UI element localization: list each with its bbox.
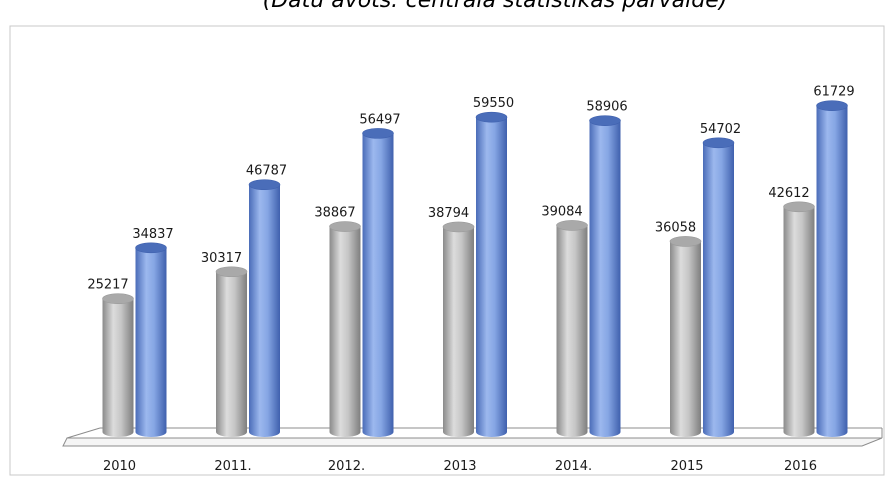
bar-body	[816, 105, 848, 437]
category-label-1: 2011.	[214, 459, 251, 474]
chart-frame	[9, 25, 885, 476]
bar-body	[670, 241, 701, 437]
bar-body	[329, 226, 361, 437]
chart-floor	[62, 437, 883, 447]
bar-top	[556, 220, 588, 231]
bar-top	[669, 236, 702, 247]
bar-s1-1	[248, 179, 281, 437]
bar-s1-0	[135, 242, 167, 437]
value-label-s0-4: 39084	[541, 204, 582, 219]
bar-top	[102, 293, 134, 305]
value-label-s1-3: 59550	[473, 96, 514, 111]
bar-top	[329, 221, 361, 232]
value-label-s0-2: 38867	[314, 206, 355, 221]
bar-body	[783, 206, 815, 437]
bar-s0-0	[102, 293, 134, 437]
value-label-s0-1: 30317	[201, 251, 242, 266]
category-label-6: 2016	[784, 459, 817, 474]
value-label-s0-3: 38794	[428, 206, 469, 221]
value-label-s1-5: 54702	[700, 122, 741, 137]
bar-body	[102, 298, 134, 437]
category-label-5: 2015	[670, 459, 703, 474]
category-label-0: 2010	[103, 459, 136, 474]
category-label-3: 2013	[443, 459, 476, 474]
bar-s1-3	[475, 111, 508, 437]
bar-s1-4	[589, 115, 621, 438]
value-label-s1-2: 56497	[359, 112, 400, 127]
bar-body	[589, 120, 621, 438]
chart-title: (Datu avots: centrālā statistikas pārval…	[262, 0, 728, 13]
bar-body	[362, 133, 394, 438]
bar-top	[135, 242, 167, 254]
bar-s0-6	[783, 201, 815, 437]
bar-body	[249, 184, 280, 437]
category-label-4: 2014.	[555, 459, 592, 474]
bar-top	[783, 201, 815, 213]
bar-body	[556, 225, 588, 437]
bar-top	[702, 137, 735, 149]
value-label-s1-6: 61729	[813, 85, 854, 100]
value-label-s1-4: 58906	[586, 100, 627, 115]
bar-top	[816, 100, 848, 112]
value-label-s1-1: 46787	[246, 164, 287, 179]
category-label-2: 2012.	[328, 459, 365, 474]
floor-left-edge	[66, 427, 101, 439]
bar-body	[216, 271, 247, 437]
bar-body	[703, 142, 734, 438]
bar-s1-5	[702, 137, 735, 438]
category-labels-group: 2010 2011. 2012. 2013 2014. 2015 2016	[103, 459, 817, 474]
bar-s0-4	[556, 220, 588, 437]
bar-top	[589, 115, 621, 126]
bar-top	[362, 128, 394, 139]
bar-top	[215, 266, 248, 278]
bar-body	[135, 247, 167, 437]
bar-top	[442, 221, 475, 233]
value-label-s0-0: 25217	[87, 278, 128, 293]
value-labels-group: 25217 34837 30317 46787 38867 56497 38794 59550…	[87, 85, 854, 293]
bar-top	[475, 111, 508, 123]
bar-top	[248, 179, 281, 190]
bar-s0-3	[442, 221, 475, 437]
value-label-s0-5: 36058	[655, 220, 696, 235]
bar-s0-5	[669, 236, 702, 437]
bar-s1-6	[816, 100, 848, 437]
bar-body	[476, 117, 507, 437]
bar-s0-1	[215, 266, 248, 437]
bar-s0-2	[329, 221, 361, 437]
bar-s1-2	[362, 128, 394, 438]
bar-body	[443, 226, 474, 437]
value-label-s1-0: 34837	[132, 227, 173, 242]
bars-group	[102, 100, 848, 438]
value-label-s0-6: 42612	[768, 186, 809, 201]
